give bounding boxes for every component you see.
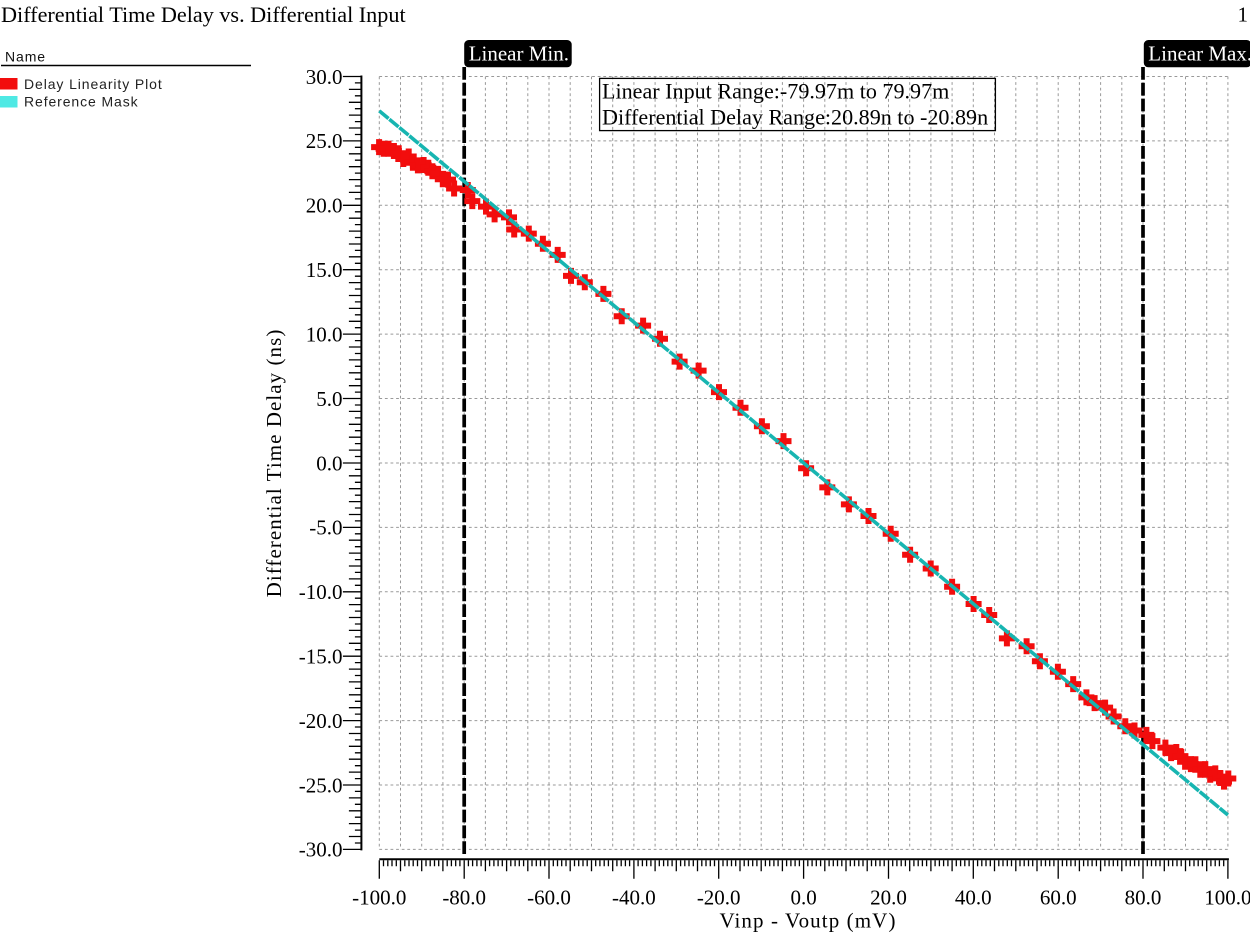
svg-text:-15.0: -15.0 <box>299 645 343 669</box>
svg-text:5.0: 5.0 <box>316 387 342 411</box>
svg-text:Differential Delay Range:20.89: Differential Delay Range:20.89n to -20.8… <box>602 105 988 130</box>
svg-text:Differential Time Delay vs. Di: Differential Time Delay vs. Differential… <box>1 2 406 27</box>
svg-text:0.0: 0.0 <box>790 886 816 910</box>
svg-text:-60.0: -60.0 <box>527 886 571 910</box>
svg-text:Delay Linearity Plot: Delay Linearity Plot <box>24 76 163 92</box>
svg-text:100.0: 100.0 <box>1204 886 1250 910</box>
svg-text:15.0: 15.0 <box>306 258 343 282</box>
svg-text:-40.0: -40.0 <box>612 886 656 910</box>
svg-text:20.0: 20.0 <box>870 886 907 910</box>
svg-text:Vinp - Voutp (mV): Vinp - Voutp (mV) <box>719 909 896 933</box>
svg-text:-20.0: -20.0 <box>299 709 343 733</box>
svg-text:-30.0: -30.0 <box>299 838 343 862</box>
svg-text:20.0: 20.0 <box>306 194 343 218</box>
svg-text:60.0: 60.0 <box>1040 886 1077 910</box>
svg-text:Differential Time Delay (ns): Differential Time Delay (ns) <box>262 329 286 598</box>
svg-text:Linear Input Range:-79.97m to: Linear Input Range:-79.97m to 79.97m <box>602 79 949 104</box>
svg-text:Linear Max.: Linear Max. <box>1148 41 1250 65</box>
svg-text:10.0: 10.0 <box>306 322 343 346</box>
svg-text:-20.0: -20.0 <box>697 886 741 910</box>
svg-text:-100.0: -100.0 <box>352 886 406 910</box>
svg-text:Reference Mask: Reference Mask <box>24 94 139 110</box>
svg-text:Name: Name <box>5 48 46 64</box>
svg-text:0.0: 0.0 <box>316 451 342 475</box>
svg-text:-10.0: -10.0 <box>299 580 343 604</box>
svg-text:30.0: 30.0 <box>306 65 343 89</box>
svg-text:-5.0: -5.0 <box>309 516 342 540</box>
svg-text:25.0: 25.0 <box>306 129 343 153</box>
svg-text:80.0: 80.0 <box>1125 886 1162 910</box>
svg-text:-25.0: -25.0 <box>299 773 343 797</box>
svg-text:-80.0: -80.0 <box>442 886 486 910</box>
svg-text:40.0: 40.0 <box>955 886 992 910</box>
svg-text:Linear Min.: Linear Min. <box>469 41 569 65</box>
svg-text:1: 1 <box>1238 3 1249 27</box>
